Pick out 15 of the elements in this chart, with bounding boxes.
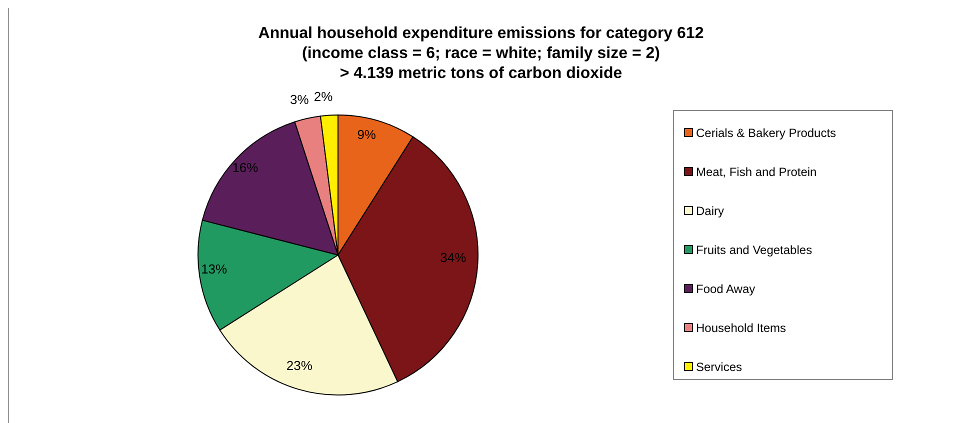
- legend-label: Food Away: [696, 282, 756, 296]
- chart-title: Annual household expenditure emissions for category 612 (income class = 6; race = white; family size = 2) > 4.139 metric tons of carbon dioxide: [257, 24, 705, 84]
- legend-label: Fruits and Vegetables: [696, 242, 812, 256]
- legend-label: Cerials & Bakery Products: [696, 126, 836, 140]
- data-label: 16%: [232, 160, 259, 176]
- data-label: 23%: [286, 358, 313, 374]
- legend-label: Services: [696, 360, 742, 374]
- data-label: 3%: [290, 92, 310, 108]
- data-label: 2%: [314, 88, 334, 104]
- legend-label: Household Items: [696, 320, 786, 334]
- legend-label: Meat, Fish and Protein: [696, 164, 817, 178]
- data-label: 13%: [201, 261, 228, 276]
- legend-label: Dairy: [696, 204, 724, 218]
- data-label: 9%: [357, 126, 376, 142]
- data-label: 34%: [440, 250, 467, 266]
